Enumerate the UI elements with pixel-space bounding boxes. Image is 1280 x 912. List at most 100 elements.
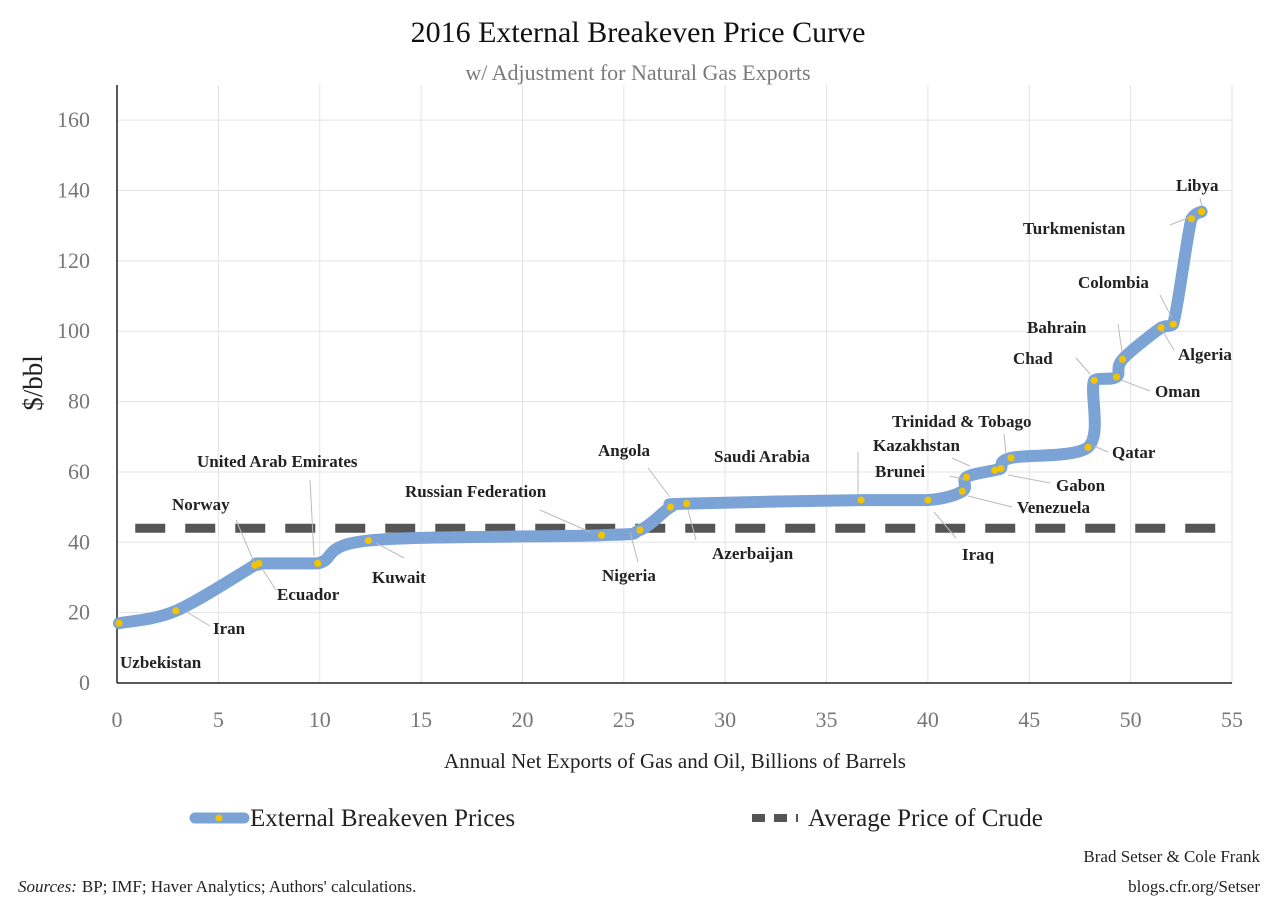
leader-line (629, 531, 639, 563)
y-tick-label: 160 (57, 107, 90, 132)
point-marker (857, 496, 865, 504)
x-tick-label: 50 (1120, 707, 1142, 732)
country-label: Norway (172, 495, 230, 514)
series-layer (113, 205, 1232, 630)
point-marker (1112, 373, 1121, 381)
leader-line (262, 569, 277, 591)
tick-labels: 0 5 10 15 20 25 30 35 40 45 50 55 0 20 40 60 80 100 120 140… (57, 107, 1243, 732)
point-marker (597, 531, 606, 539)
chart-title: 2016 External Breakeven Price Curve (411, 16, 866, 49)
point-marker (997, 464, 1005, 473)
point-marker (666, 503, 675, 511)
y-axis-label: $/bbl (18, 355, 48, 411)
leader-line (184, 610, 211, 627)
country-label: Libya (1176, 176, 1219, 195)
country-label: Iran (213, 619, 246, 638)
country-label: Russian Federation (405, 482, 547, 501)
y-tick-label: 20 (68, 600, 90, 625)
x-tick-label: 45 (1018, 707, 1040, 732)
axes (116, 85, 1232, 684)
x-tick-label: 35 (816, 707, 838, 732)
x-tick-label: 10 (309, 707, 331, 732)
y-tick-label: 140 (57, 178, 90, 203)
source-prefix: Sources: (18, 877, 77, 896)
point-marker (115, 619, 123, 627)
x-tick-label: 0 (112, 707, 123, 732)
leader-line (933, 511, 957, 539)
leader-line (375, 542, 405, 559)
leader-line (951, 457, 971, 467)
credit-url: blogs.cfr.org/Setser (1128, 877, 1260, 896)
legend-breakeven-marker (215, 814, 223, 822)
leader-line (539, 509, 591, 533)
country-label: Gabon (1056, 476, 1106, 495)
point-marker (958, 487, 966, 495)
country-label: Chad (1013, 349, 1053, 368)
leader-line (1120, 379, 1151, 392)
point-marker (991, 466, 999, 474)
y-tick-label: 40 (68, 529, 90, 554)
x-tick-label: 15 (410, 707, 432, 732)
point-marker (172, 607, 180, 615)
leader-line (309, 479, 315, 557)
point-marker (636, 526, 644, 534)
leader-line (235, 519, 255, 563)
country-label: Qatar (1112, 443, 1156, 462)
country-label: Bahrain (1027, 318, 1087, 337)
y-tick-label: 120 (57, 248, 90, 273)
country-label: Algeria (1178, 345, 1232, 364)
leader-line (687, 509, 697, 541)
country-label: Uzbekistan (120, 653, 202, 672)
leader-line (949, 475, 967, 481)
country-label: Venezuela (1017, 498, 1091, 517)
leader-line (1161, 329, 1175, 351)
y-tick-label: 80 (68, 389, 90, 414)
breakeven-curve (113, 205, 1208, 630)
leader-line (1159, 294, 1173, 319)
leader-line (1007, 474, 1051, 484)
legend: External Breakeven Prices Average Price … (189, 805, 1043, 832)
leader-line (1093, 445, 1109, 453)
y-tick-label: 0 (79, 670, 90, 695)
country-label: Trinidad & Tobago (892, 412, 1032, 431)
x-tick-label: 40 (917, 707, 939, 732)
point-marker (1169, 320, 1177, 328)
y-tick-label: 60 (68, 459, 90, 484)
x-tick-label: 5 (213, 707, 224, 732)
x-tick-label: 25 (613, 707, 635, 732)
leader-line (1169, 216, 1191, 226)
country-label: United Arab Emirates (197, 452, 358, 471)
country-label: Brunei (875, 462, 925, 481)
credit-authors: Brad Setser & Cole Frank (1083, 847, 1260, 866)
x-tick-label: 55 (1221, 707, 1243, 732)
source-note: Sources: BP; IMF; Haver Analytics; Author… (18, 877, 416, 896)
legend-breakeven-label: External Breakeven Prices (250, 805, 515, 832)
leader-line (1117, 323, 1123, 353)
leader-line (967, 495, 1013, 508)
x-tick-label: 30 (714, 707, 736, 732)
source-text: BP; IMF; Haver Analytics; Authors' calcu… (82, 877, 417, 896)
point-marker (1090, 376, 1098, 385)
country-label: Angola (598, 441, 650, 460)
country-label: Colombia (1078, 273, 1149, 292)
country-label: Kazakhstan (873, 436, 960, 455)
x-tick-label: 20 (511, 707, 533, 732)
leader-line (1003, 433, 1007, 455)
point-marker (1197, 208, 1206, 216)
point-marker (1084, 443, 1092, 451)
point-marker (1118, 355, 1127, 363)
point-marker (1157, 324, 1165, 332)
x-axis-label: Annual Net Exports of Gas and Oil, Billi… (444, 749, 906, 773)
point-marker (1187, 215, 1196, 223)
country-labels: Uzbekistan Iran Norway Ecuador United Arab E… (120, 176, 1232, 672)
country-label: Saudi Arabia (714, 447, 810, 466)
grid-lines (117, 85, 1233, 683)
y-tick-label: 100 (57, 318, 90, 343)
point-marker (314, 559, 322, 568)
chart-subtitle: w/ Adjustment for Natural Gas Exports (465, 60, 810, 85)
country-label: Turkmenistan (1023, 219, 1126, 238)
country-label: Kuwait (372, 568, 426, 587)
legend-crude-label: Average Price of Crude (808, 805, 1043, 832)
country-label: Ecuador (277, 585, 340, 604)
